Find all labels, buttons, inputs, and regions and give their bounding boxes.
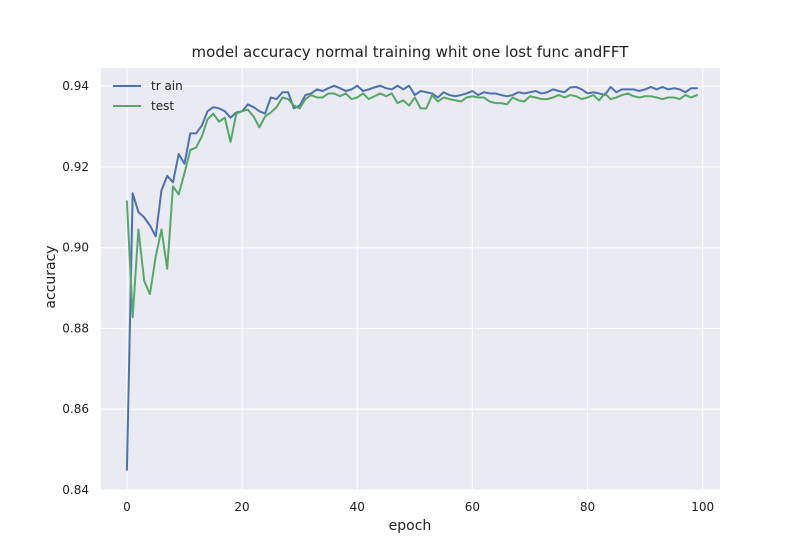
y-tick-label: 0.88	[62, 321, 89, 335]
series-line-test	[125, 92, 698, 319]
plot-area	[101, 68, 720, 490]
tick-labels: 0 20 40 60 80 100 0.84 0.86 0.88 0.90 0.92 0.94	[62, 79, 714, 514]
y-tick-label: 0.92	[62, 160, 89, 174]
y-tick-label: 0.90	[62, 241, 89, 255]
x-axis-label: epoch	[389, 518, 432, 534]
legend-label: tr ain	[151, 79, 183, 93]
y-tick-label: 0.86	[62, 402, 89, 416]
legend: tr ain test	[113, 79, 183, 113]
series-line-train	[125, 84, 698, 471]
x-tick-label: 20	[234, 500, 249, 514]
grid-lines	[101, 68, 720, 491]
y-tick-label: 0.94	[62, 79, 89, 93]
x-tick-label: 100	[691, 500, 714, 514]
chart-title: model accuracy normal training whit one …	[192, 43, 630, 61]
x-tick-label: 40	[350, 500, 365, 514]
legend-label: test	[151, 99, 174, 113]
x-tick-label: 80	[580, 500, 595, 514]
series-lines	[125, 84, 698, 471]
y-tick-label: 0.84	[62, 483, 89, 497]
x-tick-label: 0	[123, 500, 131, 514]
y-axis-label: accuracy	[43, 245, 59, 308]
x-tick-label: 60	[465, 500, 480, 514]
